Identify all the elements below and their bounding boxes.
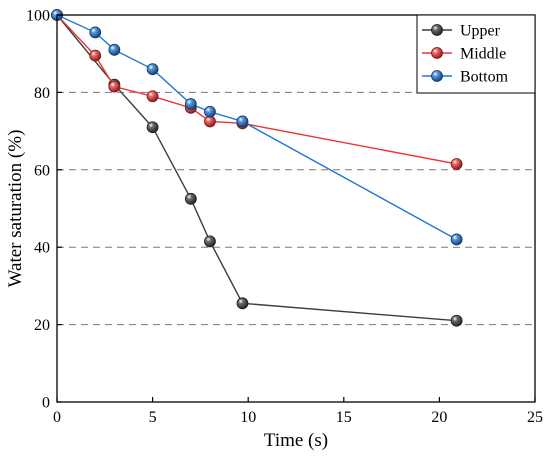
- x-tick-label: 0: [53, 409, 61, 426]
- data-point: [236, 297, 249, 310]
- x-tick-label: 20: [431, 409, 447, 426]
- data-point: [184, 192, 197, 205]
- y-tick-label: 20: [34, 317, 50, 334]
- x-axis-title: Time (s): [264, 430, 328, 451]
- y-axis-title: Water saturation (%): [5, 130, 26, 288]
- legend-item: Bottom: [422, 69, 509, 86]
- data-point: [450, 158, 463, 170]
- data-point: [184, 98, 197, 110]
- data-point: [89, 26, 102, 39]
- y-tick-label: 0: [42, 395, 50, 412]
- data-point: [108, 80, 121, 93]
- data-point: [450, 314, 463, 327]
- data-point: [450, 233, 463, 246]
- series-middle: [51, 9, 463, 170]
- y-tick-label: 80: [34, 85, 50, 102]
- plot-frame: [56, 14, 536, 403]
- legend-label: Upper: [460, 23, 501, 40]
- x-tick-label: 15: [336, 409, 352, 426]
- x-tick-label: 25: [527, 409, 543, 426]
- data-point: [89, 49, 102, 62]
- data-point: [236, 115, 249, 128]
- data-point: [204, 235, 216, 248]
- data-point: [146, 90, 159, 103]
- x-tick-label: 5: [149, 409, 157, 426]
- series-line: [56, 14, 457, 322]
- series-upper: [51, 9, 463, 327]
- legend-item: Upper: [422, 23, 501, 40]
- legend-marker: [431, 70, 443, 82]
- data-point: [146, 121, 159, 134]
- data-point: [146, 63, 159, 76]
- data-point: [204, 105, 216, 118]
- legend-marker: [431, 24, 443, 36]
- x-tick-label: 10: [240, 409, 256, 426]
- legend-marker: [431, 47, 443, 59]
- series-layer: [51, 9, 463, 327]
- legend-label: Bottom: [460, 69, 509, 86]
- axis-ticks: 0 5 10 15 20 25 0 20 40 60 80 100: [26, 8, 543, 427]
- legend: Upper Middle Bottom: [416, 14, 536, 94]
- legend-label: Middle: [460, 46, 506, 63]
- y-tick-label: 60: [34, 162, 50, 179]
- y-tick-label: 40: [34, 240, 50, 257]
- data-point: [108, 43, 121, 56]
- y-tick-label: 100: [26, 8, 50, 25]
- legend-item: Middle: [422, 46, 506, 63]
- gridlines: [57, 91, 535, 326]
- series-bottom: [51, 9, 463, 246]
